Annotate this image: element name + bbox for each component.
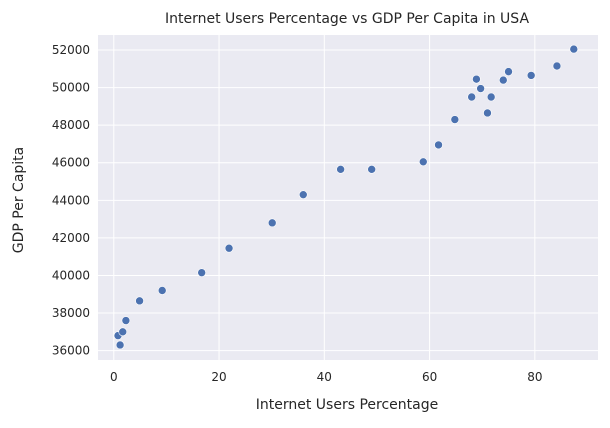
data-point (569, 44, 579, 54)
data-point (118, 327, 128, 337)
data-point (467, 92, 476, 102)
data-point (135, 296, 144, 306)
x-axis-label: Internet Users Percentage (256, 397, 438, 413)
data-point (552, 61, 562, 71)
data-point (504, 67, 513, 76)
data-point (486, 92, 496, 102)
x-tick-label: 80 (527, 370, 542, 384)
y-tick-label: 38000 (52, 306, 90, 320)
data-points (113, 44, 579, 350)
x-tick-label: 0 (110, 370, 118, 384)
data-point (418, 157, 428, 167)
y-tick-labels: 36000 38000 40000 42000 44000 46000 48000 50000… (52, 43, 90, 358)
y-tick-label: 50000 (52, 81, 90, 95)
data-point (121, 316, 131, 325)
y-tick-label: 48000 (52, 118, 90, 132)
y-tick-label: 42000 (52, 231, 90, 245)
data-point (450, 115, 460, 124)
data-point (472, 74, 481, 84)
x-tick-label: 60 (422, 370, 437, 384)
y-tick-label: 46000 (52, 156, 90, 170)
x-tick-label: 20 (211, 370, 226, 384)
data-point (498, 75, 508, 85)
data-point (224, 243, 234, 253)
data-point (115, 340, 125, 350)
data-point (434, 140, 443, 150)
data-point (298, 190, 308, 199)
plot-area (98, 35, 598, 360)
y-tick-label: 40000 (52, 268, 90, 282)
data-point (476, 84, 485, 93)
chart-title: Internet Users Percentage vs GDP Per Cap… (165, 11, 529, 27)
data-point (367, 165, 376, 174)
data-point (267, 218, 277, 228)
x-tick-label: 40 (317, 370, 332, 384)
data-point (526, 71, 536, 80)
data-point (483, 108, 492, 118)
y-axis-label: GDP Per Capita (11, 147, 27, 253)
y-tick-label: 44000 (52, 193, 90, 207)
data-point (157, 286, 167, 295)
grid (98, 35, 598, 360)
data-point (197, 268, 206, 277)
x-tick-labels: 0 20 40 60 80 (110, 370, 543, 384)
y-tick-label: 52000 (52, 43, 90, 57)
data-point (336, 165, 345, 174)
y-tick-label: 36000 (52, 344, 90, 358)
